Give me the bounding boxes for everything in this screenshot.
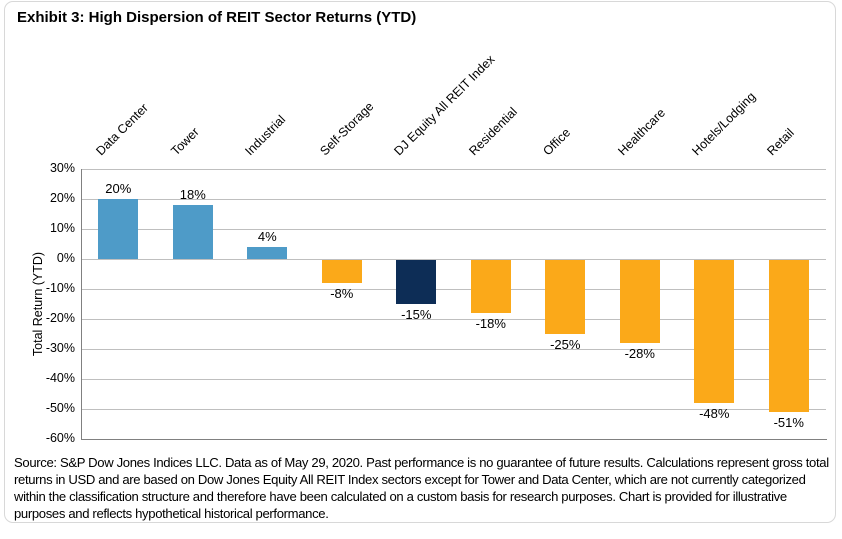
category-label: Self-Storage xyxy=(317,99,377,159)
category-label: Residential xyxy=(466,104,520,159)
bar-data-center xyxy=(98,199,139,259)
y-axis-tick-label: -40% xyxy=(45,371,75,385)
y-axis-tick-label: 10% xyxy=(49,221,75,235)
category-label: Industrial xyxy=(242,112,289,159)
bar-value-label: -48% xyxy=(699,406,730,421)
bar-self-storage xyxy=(321,260,362,283)
y-axis-tick-label: -50% xyxy=(45,401,75,415)
category-label: Hotels/Lodging xyxy=(689,89,759,159)
bar-hotels-lodging xyxy=(694,260,735,403)
category-label: DJ Equity All REIT Index xyxy=(391,52,498,159)
bar-value-label: -25% xyxy=(550,337,581,352)
bar-industrial xyxy=(247,247,288,259)
bar-value-label: -51% xyxy=(773,415,804,430)
category-label: Data Center xyxy=(93,100,152,159)
bar-retail xyxy=(768,260,809,412)
gridline xyxy=(81,168,826,170)
category-label: Healthcare xyxy=(615,105,668,159)
bar-value-label: -15% xyxy=(401,307,432,322)
x-axis-line xyxy=(81,439,827,440)
bar-healthcare xyxy=(619,260,660,343)
gridline xyxy=(81,288,826,290)
gridline xyxy=(81,348,826,350)
gridline xyxy=(81,378,826,380)
y-axis-tick-label: 20% xyxy=(49,191,75,205)
gridline xyxy=(81,198,826,200)
y-axis-line xyxy=(81,169,82,439)
chart-card: Exhibit 3: High Dispersion of REIT Secto… xyxy=(4,1,836,523)
gridline xyxy=(81,408,826,410)
bar-value-label: -18% xyxy=(475,316,506,331)
category-label: Office xyxy=(540,125,574,159)
bar-dj-equity-all-reit-index xyxy=(396,260,437,304)
bar-tower xyxy=(172,205,213,259)
bar-value-label: 18% xyxy=(179,187,206,202)
chart-title: Exhibit 3: High Dispersion of REIT Secto… xyxy=(17,9,417,26)
category-label: Tower xyxy=(168,124,202,159)
gridline xyxy=(81,318,826,320)
bar-residential xyxy=(470,260,511,313)
gridline xyxy=(81,228,826,230)
y-axis-title: Total Return (YTD) xyxy=(31,251,45,357)
y-axis-tick-label: 30% xyxy=(49,161,75,175)
source-note: Source: S&P Dow Jones Indices LLC. Data … xyxy=(14,455,829,521)
bar-value-label: -28% xyxy=(624,346,655,361)
category-label: Retail xyxy=(764,125,797,159)
bar-value-label: 4% xyxy=(257,229,277,244)
bar-office xyxy=(545,260,586,334)
y-axis-tick-label: -60% xyxy=(45,431,75,445)
gridline xyxy=(81,258,826,260)
bar-value-label: -8% xyxy=(330,286,354,301)
bar-value-label: 20% xyxy=(105,181,132,196)
